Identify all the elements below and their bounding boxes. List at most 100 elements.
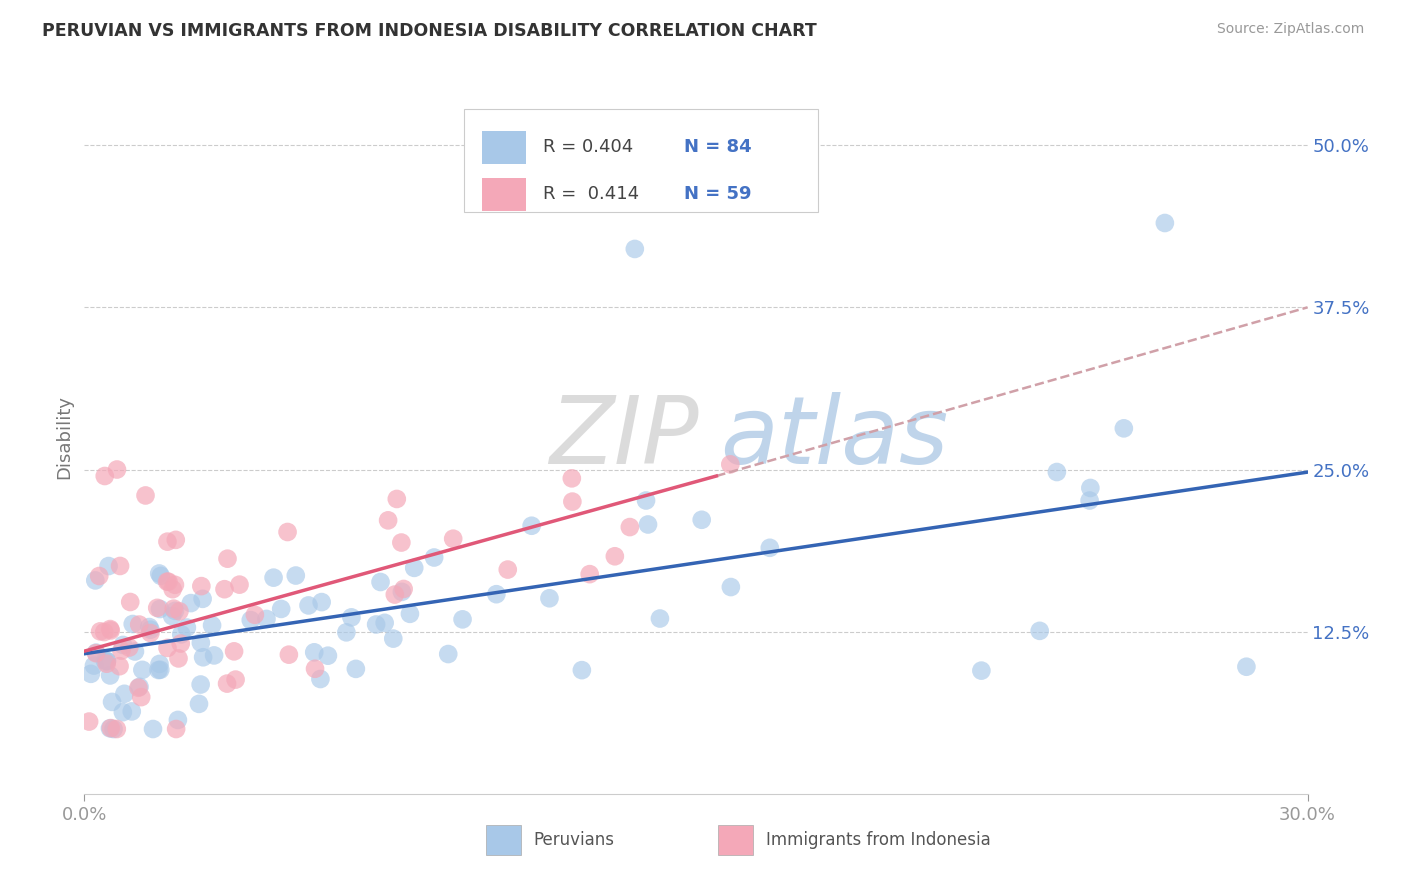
Point (180, 596, 202, 610)
Point (165, 533, 187, 547)
Point (316, 648, 339, 663)
Point (720, 580, 742, 594)
Point (93, 625, 115, 640)
Point (148, 663, 170, 677)
Point (384, 588, 406, 602)
Text: R = 0.404: R = 0.404 (543, 138, 633, 156)
Point (96, 654, 118, 668)
Point (571, 663, 593, 677)
Point (83, 658, 105, 673)
Point (648, 611, 671, 625)
Point (93, 469, 115, 483)
Point (149, 569, 172, 583)
Point (156, 640, 179, 655)
Point (165, 722, 187, 736)
Point (98, 721, 121, 735)
Point (690, 513, 713, 527)
Point (1028, 624, 1050, 638)
FancyBboxPatch shape (718, 825, 754, 855)
FancyBboxPatch shape (464, 109, 818, 212)
Point (538, 591, 561, 606)
Point (277, 524, 299, 539)
Point (718, 458, 741, 472)
Point (392, 582, 415, 596)
Point (148, 566, 170, 581)
Point (128, 617, 150, 632)
Point (485, 587, 508, 601)
Point (277, 648, 299, 662)
FancyBboxPatch shape (482, 178, 526, 211)
Point (160, 609, 183, 624)
Point (340, 610, 363, 624)
Text: ZIP: ZIP (550, 392, 699, 483)
Text: Source: ZipAtlas.com: Source: ZipAtlas.com (1216, 22, 1364, 37)
Point (1112, 421, 1135, 435)
Text: Peruvians: Peruvians (533, 831, 614, 849)
Point (98, 668, 121, 682)
Text: R =  0.414: R = 0.414 (543, 186, 640, 203)
Point (256, 612, 278, 626)
Point (228, 577, 250, 591)
Point (108, 558, 131, 573)
Point (128, 680, 150, 694)
Point (1080, 481, 1102, 495)
Point (191, 591, 214, 606)
Point (112, 687, 135, 701)
Point (103, 722, 125, 736)
Point (437, 647, 460, 661)
Point (84, 574, 107, 588)
Point (239, 613, 262, 627)
Text: PERUVIAN VS IMMIGRANTS FROM INDONESIA DISABILITY CORRELATION CHART: PERUVIAN VS IMMIGRANTS FROM INDONESIA DI… (42, 22, 817, 40)
Point (423, 550, 446, 565)
Point (578, 567, 600, 582)
Text: N = 84: N = 84 (683, 138, 751, 156)
Point (297, 599, 319, 613)
Point (302, 645, 325, 659)
Point (190, 579, 212, 593)
Point (94, 654, 117, 668)
Point (451, 612, 474, 626)
Point (167, 651, 190, 665)
Point (89, 624, 111, 639)
Point (163, 578, 186, 592)
Point (111, 705, 134, 719)
Point (624, 242, 647, 256)
Point (101, 695, 124, 709)
Point (374, 615, 396, 630)
Point (1078, 493, 1101, 508)
Point (1046, 465, 1069, 479)
Text: atlas: atlas (720, 392, 949, 483)
Point (201, 618, 224, 632)
FancyBboxPatch shape (482, 131, 526, 164)
Point (162, 582, 184, 597)
Point (190, 636, 212, 650)
Point (163, 604, 186, 618)
Point (96, 657, 118, 671)
Point (619, 520, 641, 534)
Point (149, 663, 172, 677)
Point (190, 677, 212, 691)
Point (167, 713, 190, 727)
Point (169, 604, 191, 618)
Point (163, 601, 186, 615)
Point (149, 602, 172, 616)
Point (202, 648, 225, 663)
Point (129, 690, 152, 705)
Point (335, 625, 357, 640)
Point (148, 657, 170, 671)
Point (214, 582, 236, 597)
Point (80, 666, 103, 681)
Point (311, 595, 333, 609)
Point (344, 662, 367, 676)
Point (225, 673, 247, 687)
Point (156, 534, 179, 549)
Point (284, 568, 307, 582)
Point (561, 494, 583, 508)
Point (1236, 659, 1258, 673)
Point (759, 541, 782, 555)
Point (309, 672, 332, 686)
Point (138, 620, 160, 634)
Point (105, 722, 128, 736)
Text: N = 59: N = 59 (683, 186, 751, 203)
Point (135, 488, 157, 502)
